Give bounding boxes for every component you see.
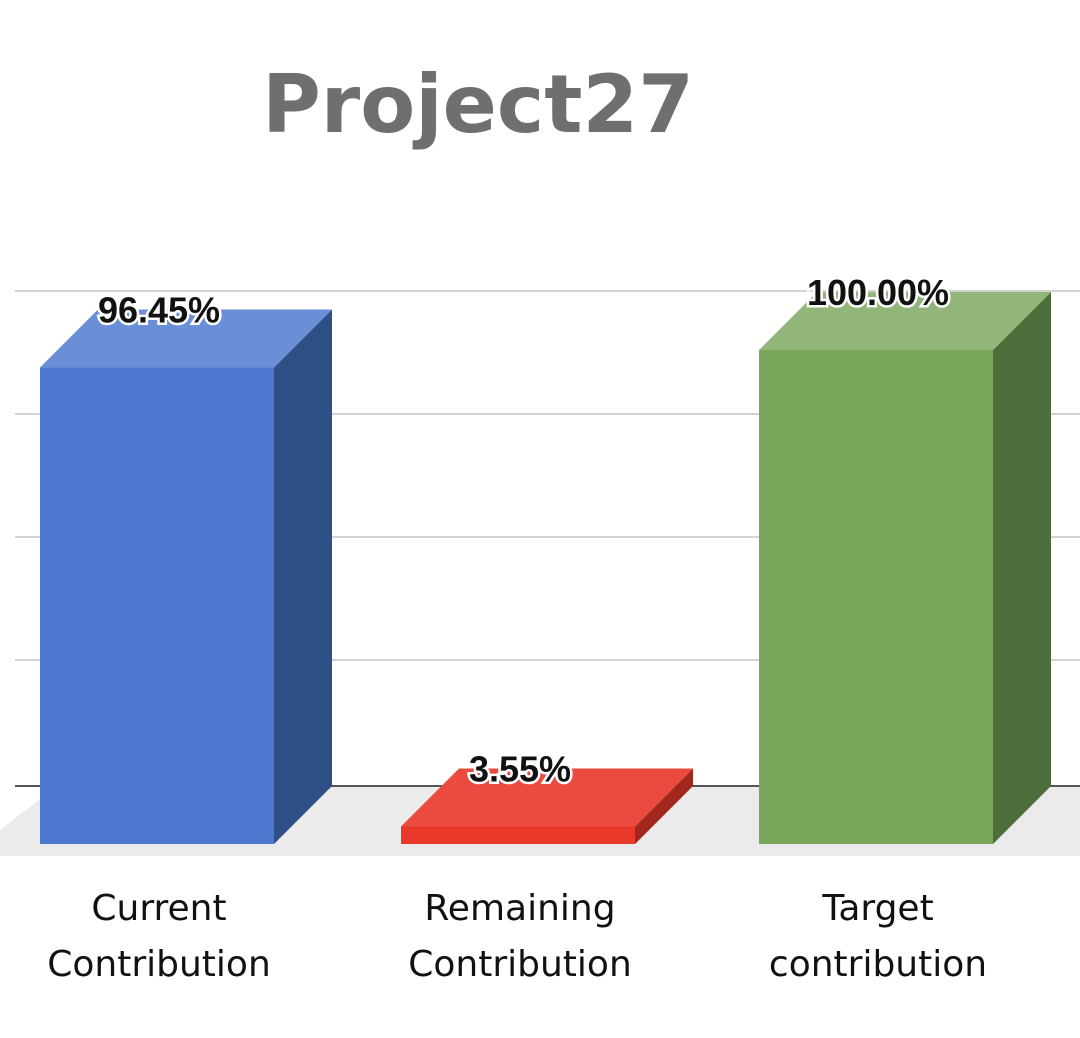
bar-front: [40, 367, 274, 844]
bar-side: [993, 292, 1051, 844]
bar-front: [401, 826, 635, 844]
data-label: 100.00%: [807, 272, 949, 313]
data-label: 96.45%: [98, 290, 220, 331]
bar: [759, 292, 1051, 844]
value-labels: 96.45% 3.55% 100.00%: [95, 270, 951, 792]
bar-front: [759, 350, 993, 844]
bar-top: [759, 292, 1051, 350]
category-label: Target contribution: [769, 888, 987, 985]
bar-top: [401, 768, 693, 827]
category-label: Current Contribution: [47, 888, 271, 985]
bar: [401, 768, 693, 844]
bar-top: [40, 309, 332, 368]
category-labels: Current Contribution Remaining Contribution…: [47, 888, 987, 985]
data-label: 3.55%: [469, 748, 571, 789]
category-label: Remaining Contribution: [408, 888, 632, 985]
chart-title: Project27: [262, 58, 694, 151]
bar: [40, 309, 332, 844]
bar-side: [635, 768, 693, 844]
bars: [40, 292, 1051, 844]
bar-side: [274, 309, 332, 844]
